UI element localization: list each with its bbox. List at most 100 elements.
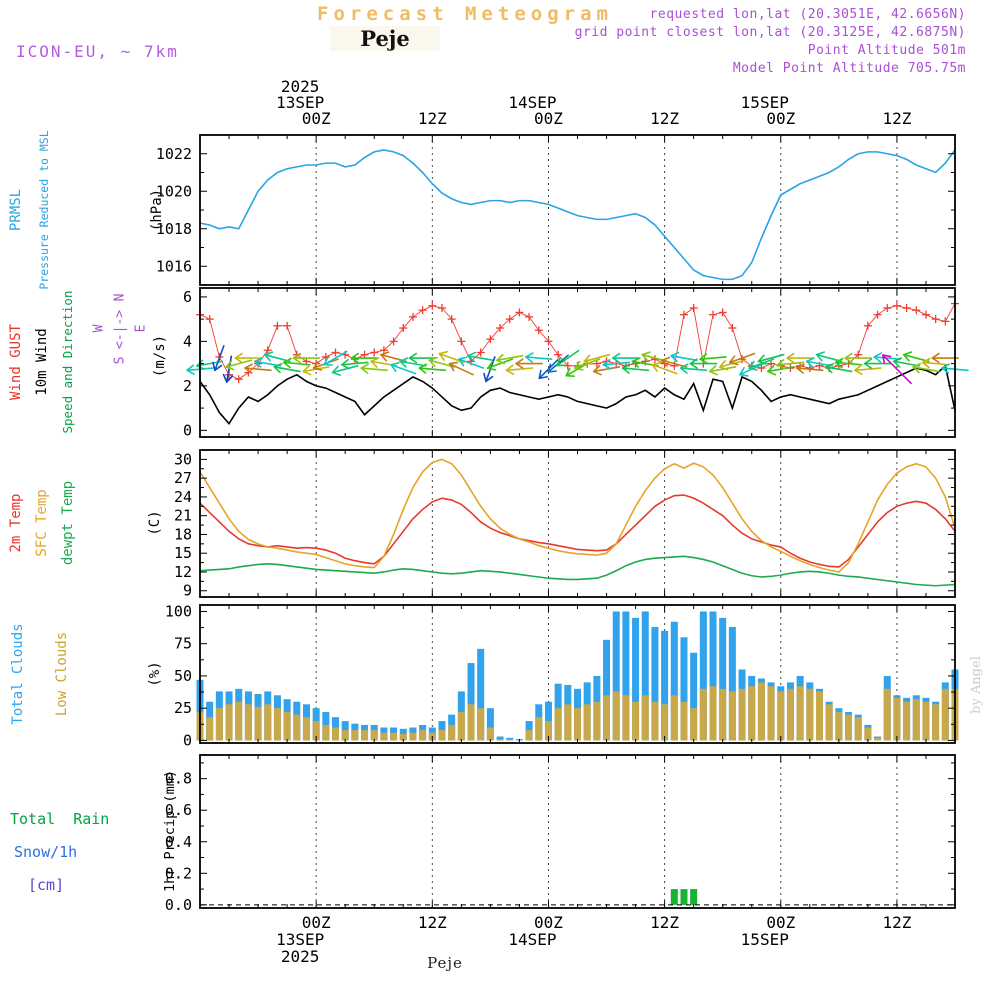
wind-direction-arrowhead <box>583 354 591 363</box>
bar-rain-1h <box>680 889 688 905</box>
wind-direction-arrowhead <box>873 356 882 363</box>
wind-direction-arrow <box>854 367 882 372</box>
wind-direction-arrowhead <box>679 363 689 369</box>
wind-direction-arrowhead <box>709 370 719 376</box>
wind-direction-arrowhead <box>225 366 235 371</box>
wind-direction-arrowhead <box>264 353 271 362</box>
wind-direction-arrowhead <box>689 362 698 369</box>
wind-direction-arrowhead <box>592 370 602 376</box>
bar-low-clouds <box>912 699 920 741</box>
y-tick-label: 1018 <box>156 220 192 238</box>
wind-direction-arrowhead <box>302 370 312 376</box>
wind-direction-arrow <box>757 353 785 363</box>
axis-label-prmsl-long: Pressure Reduced to MSL <box>37 130 51 290</box>
bar-total-clouds <box>709 611 717 741</box>
y-tick-label: 9 <box>183 582 192 600</box>
wind-direction-arrowhead <box>283 361 291 369</box>
series-10m-wind-speed <box>199 364 956 425</box>
wind-direction-arrow <box>621 367 650 372</box>
bar-low-clouds <box>370 730 378 741</box>
wind-direction-arrowhead <box>805 360 814 368</box>
wind-direction-arrowhead <box>631 360 640 368</box>
wind-direction-arrowhead <box>380 351 390 356</box>
wind-direction-arrowhead <box>556 357 561 367</box>
wind-direction-arrow <box>709 366 737 373</box>
bar-low-clouds <box>535 717 543 741</box>
bar-low-clouds <box>244 704 252 741</box>
wind-direction-arrowhead <box>292 352 301 359</box>
wind-direction-arrowhead <box>458 356 468 360</box>
bar-total-clouds <box>467 663 475 741</box>
wind-direction-arrowhead <box>418 363 428 369</box>
wind-direction-arrow <box>264 353 291 363</box>
wind-direction-arrowhead <box>390 362 400 366</box>
bar-total-clouds <box>690 652 698 741</box>
wind-direction-arrowhead <box>893 360 901 368</box>
wind-direction-arrowhead <box>438 352 445 361</box>
wind-direction-arrowhead <box>729 361 739 366</box>
wind-direction-arrowhead <box>467 354 475 363</box>
wind-direction-arrowhead <box>496 359 506 365</box>
y-tick-label: 1022 <box>156 145 192 163</box>
y-tick-label: 0 <box>183 421 192 439</box>
y-tick-label: 15 <box>174 544 192 562</box>
wind-direction-arrowhead <box>515 358 524 365</box>
bar-low-clouds <box>254 706 262 741</box>
bar-low-clouds <box>941 688 949 741</box>
date-label-top: 15SEP <box>741 93 789 112</box>
wind-direction-arrowhead <box>273 362 283 368</box>
bar-rain-1h <box>690 889 698 905</box>
wind-direction-arrowhead <box>767 365 775 373</box>
wind-direction-arrowhead <box>350 352 359 359</box>
wind-direction-arrowhead <box>592 365 601 373</box>
wind-direction-arrow <box>244 367 272 372</box>
wind-direction-arrow <box>902 353 930 363</box>
wind-direction-arrowhead <box>538 369 542 380</box>
page-title: Forecast Meteogram <box>317 3 613 25</box>
wind-direction-arrowhead <box>485 375 494 383</box>
y-tick-label: 25 <box>174 699 192 717</box>
wind-direction-arrow <box>283 361 311 366</box>
wind-direction-arrow <box>592 366 621 373</box>
bar-low-clouds <box>806 688 814 741</box>
wind-direction-arrowhead <box>921 361 930 369</box>
wind-direction-arrow <box>496 354 524 362</box>
bar-low-clouds <box>883 688 891 741</box>
wind-direction-arrowhead <box>729 355 736 364</box>
series-prmsl <box>199 149 956 281</box>
wind-direction-arrowhead <box>515 362 524 369</box>
wind-direction-arrowhead <box>399 357 409 363</box>
wind-direction-arrow <box>341 361 369 366</box>
wind-direction-arrow <box>805 360 834 367</box>
wind-direction-arrowhead <box>283 357 292 364</box>
wind-direction-arrowhead <box>323 356 329 366</box>
y-tick-label: 24 <box>174 488 192 506</box>
wind-direction-arrowhead <box>776 358 785 366</box>
axis-label-cm: [cm] <box>28 876 65 894</box>
bar-low-clouds <box>438 730 446 741</box>
wind-direction-arrowhead <box>796 363 805 369</box>
y-tick-label: 0.4 <box>165 833 192 851</box>
wind-direction-arrow <box>670 354 698 362</box>
model-label: ICON-EU, ~ 7km <box>16 42 179 61</box>
y-tick-label: 0.0 <box>165 896 192 914</box>
wind-direction-arrowhead <box>854 369 863 375</box>
wind-direction-arrowhead <box>912 362 922 368</box>
wind-direction-arrow <box>767 366 795 373</box>
compass-s: S <box>112 356 128 365</box>
wind-direction-arrowhead <box>941 367 950 374</box>
bar-low-clouds <box>206 717 214 741</box>
wind-direction-arrowhead <box>612 352 621 359</box>
bar-low-clouds <box>554 708 562 741</box>
wind-direction-arrowhead <box>244 363 253 369</box>
wind-direction-arrowhead <box>292 357 301 364</box>
wind-direction-arrow <box>418 367 447 372</box>
wind-direction-arrowhead <box>214 364 223 372</box>
wind-direction-arrow <box>525 356 553 360</box>
bar-total-clouds <box>719 617 727 741</box>
wind-direction-arrow <box>505 367 534 372</box>
series-sfc-temp <box>199 458 956 573</box>
wind-direction-arrowhead <box>739 367 745 376</box>
wind-direction-arrowhead <box>921 357 931 364</box>
wind-direction-arrow <box>360 367 388 372</box>
